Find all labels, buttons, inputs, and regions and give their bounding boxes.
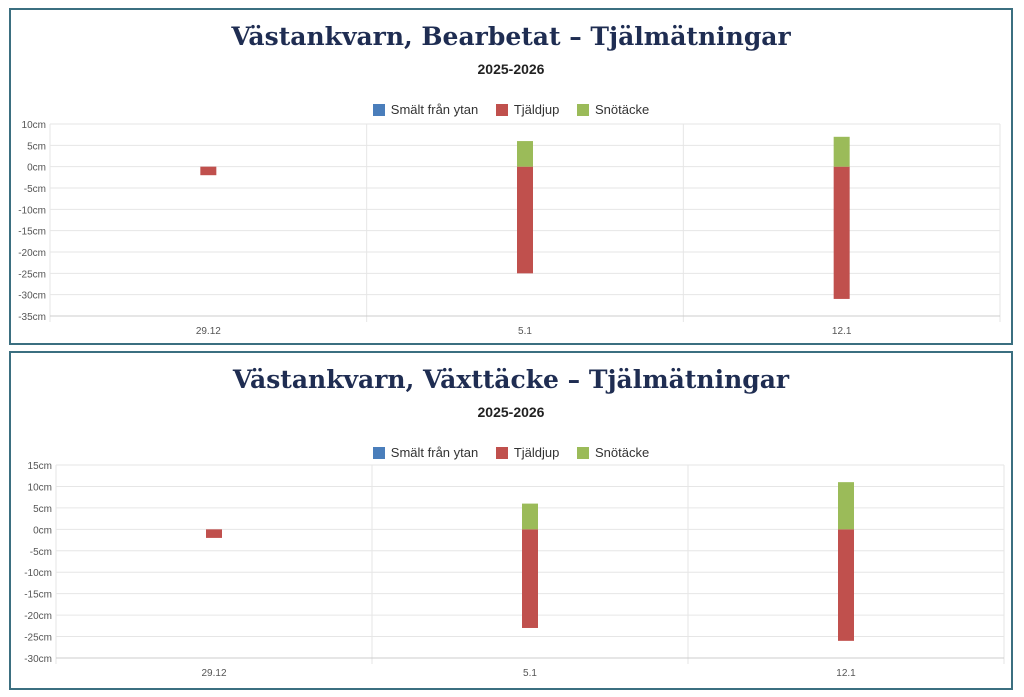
bar-tj-ldjup <box>206 529 222 538</box>
legend-swatch <box>372 446 385 459</box>
legend-label: Smält från ytan <box>390 445 479 460</box>
chart-subtitle: 2025-2026 <box>477 61 545 77</box>
legend-item-snow[interactable]: Snötäcke <box>577 445 649 460</box>
bar-sn-t-cke <box>517 141 533 167</box>
x-tick-label: 12.1 <box>832 326 852 337</box>
bar-sn-t-cke <box>833 136 850 167</box>
legend-swatch <box>372 103 385 116</box>
y-tick-label: -35cm <box>18 312 46 323</box>
chart-subtitle: 2025-2026 <box>477 404 545 420</box>
y-tick-label: -20cm <box>18 248 46 259</box>
y-tick-label: 5cm <box>27 141 46 152</box>
y-tick-label: -5cm <box>24 184 46 195</box>
legend-label: Snötäcke <box>595 102 650 117</box>
legend-swatch <box>495 446 508 459</box>
chart-plot: -35cm -30cm -25cm -20cm -15cm -10cm -5cm 0cm 5cm… <box>18 120 1001 337</box>
x-tick-label: 5.1 <box>523 668 537 679</box>
chart-title: Västankvarn, Bearbetat – Tjälmätningar <box>231 22 791 51</box>
chart-panel-bearbetat: Västankvarn, Bearbetat – Tjälmätningar 2… <box>9 8 1013 345</box>
y-tick-label: 5cm <box>33 504 52 515</box>
legend: Smält från ytan Tjäldjup Snötäcke <box>11 445 1011 462</box>
x-tick-label: 5.1 <box>518 326 532 337</box>
legend-label: Snötäcke <box>595 445 650 460</box>
y-tick-label: -15cm <box>18 227 46 238</box>
legend-item-frost[interactable]: Tjäldjup <box>495 102 560 117</box>
y-tick-label: 10cm <box>22 120 46 131</box>
legend-item-melt[interactable]: Smält från ytan <box>372 102 479 117</box>
x-tick-label: 29.12 <box>201 668 226 679</box>
y-tick-label: -10cm <box>18 205 46 216</box>
bar-tj-ldjup <box>833 166 850 299</box>
y-tick-label: 0cm <box>33 525 52 536</box>
bar-tj-ldjup <box>517 166 533 274</box>
legend-swatch <box>495 103 508 116</box>
x-tick-label: 12.1 <box>836 668 856 679</box>
y-tick-label: 10cm <box>28 482 52 493</box>
x-tick-label: 29.12 <box>196 326 221 337</box>
legend-item-frost[interactable]: Tjäldjup <box>495 445 560 460</box>
legend-swatch <box>577 446 589 459</box>
bar-tj-ldjup <box>838 529 854 641</box>
bar-sn-t-cke <box>838 482 854 530</box>
legend: Smält från ytan Tjäldjup Snötäcke <box>11 102 1011 119</box>
y-tick-label: 0cm <box>27 163 46 174</box>
y-tick-label: -20cm <box>24 611 52 622</box>
chart-panel-vaxttacke: Västankvarn, Växttäcke – Tjälmätningar 2… <box>9 351 1013 690</box>
y-tick-label: -30cm <box>24 654 52 665</box>
chart-title: Västankvarn, Växttäcke – Tjälmätningar <box>232 365 790 394</box>
y-tick-label: -10cm <box>24 568 52 579</box>
bar-tj-ldjup <box>522 529 538 628</box>
legend-label: Tjäldjup <box>513 445 560 460</box>
chart-plot: -30cm -25cm -20cm -15cm -10cm -5cm 0cm 5cm 10cm 1… <box>24 461 1005 679</box>
legend-label: Tjäldjup <box>513 102 560 117</box>
y-tick-label: 15cm <box>28 461 52 472</box>
y-tick-label: -15cm <box>24 590 52 601</box>
y-tick-label: -25cm <box>18 269 46 280</box>
bar-sn-t-cke <box>522 503 538 530</box>
legend-item-melt[interactable]: Smält från ytan <box>372 445 479 460</box>
legend-item-snow[interactable]: Snötäcke <box>577 102 649 117</box>
y-tick-label: -25cm <box>24 633 52 644</box>
legend-swatch <box>577 103 589 116</box>
y-tick-label: -5cm <box>30 547 52 558</box>
legend-label: Smält från ytan <box>390 102 479 117</box>
y-tick-label: -30cm <box>18 291 46 302</box>
bar-tj-ldjup <box>200 166 217 176</box>
